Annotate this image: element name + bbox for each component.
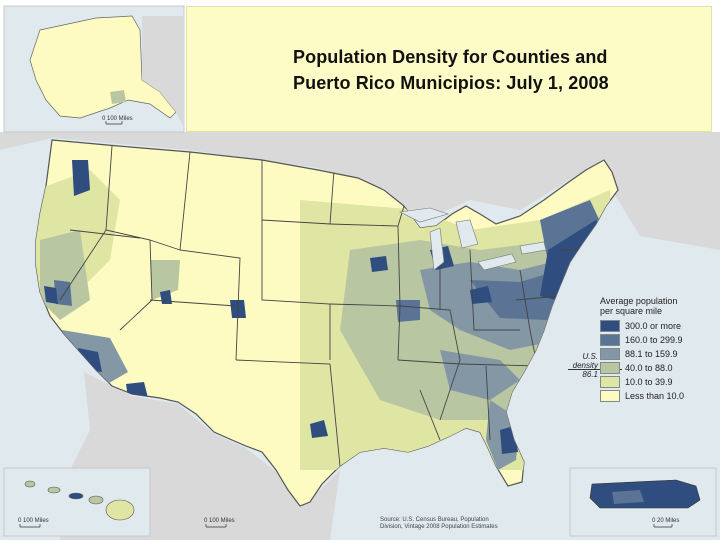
legend-item: Less than 10.0 <box>600 389 716 403</box>
puerto-rico-land <box>612 490 644 504</box>
hawaii-scale-label: 0 100 Miles <box>18 518 49 524</box>
alaska-land <box>29 15 177 119</box>
legend-item: 300.0 or more <box>600 319 716 333</box>
alaska-dense-region <box>110 90 126 104</box>
density-region <box>396 300 420 322</box>
legend-label: 88.1 to 159.9 <box>625 349 678 359</box>
us-density-line-1: U.S. <box>582 352 598 361</box>
state-borders <box>59 145 600 467</box>
density-region <box>310 420 328 438</box>
canada-land-inset <box>142 16 184 128</box>
us-density-line-2: density <box>572 361 598 370</box>
density-region <box>470 286 492 304</box>
map-title-line-1: Population Density for Counties and <box>293 47 608 67</box>
legend-title-line-1: Average population <box>600 296 678 306</box>
source-line-1: Source: U.S. Census Bureau, Population <box>380 517 489 523</box>
legend-label: 160.0 to 299.9 <box>625 335 683 345</box>
legend-swatch <box>600 348 620 360</box>
legend-title: Average population per square mile <box>600 296 716 316</box>
legend-label: 10.0 to 39.9 <box>625 377 673 387</box>
source-line-2: Division, Vintage 2008 Population Estima… <box>380 524 498 530</box>
density-region <box>54 280 72 306</box>
legend-label: 40.0 to 88.0 <box>625 363 673 373</box>
source-note: Source: U.S. Census Bureau, Population D… <box>380 517 498 531</box>
legend-swatch <box>600 390 620 402</box>
scale-bars <box>19 121 673 528</box>
hawaii-islands <box>24 480 135 521</box>
us-density-label: U.S. density 86.1 <box>558 352 598 379</box>
legend-item: 160.0 to 299.9 <box>600 333 716 347</box>
density-region <box>72 160 90 196</box>
legend-swatch <box>600 362 620 374</box>
puerto-rico-land <box>589 479 701 509</box>
density-region <box>150 260 180 300</box>
legend-item: 40.0 to 88.0 <box>600 361 716 375</box>
puerto-rico-scale-label: 0 20 Miles <box>652 518 680 524</box>
legend-label: Less than 10.0 <box>625 391 685 401</box>
legend-swatch <box>600 334 620 346</box>
great-lakes <box>398 207 547 271</box>
density-region <box>160 290 172 304</box>
legend: Average population per square mile 300.0… <box>600 296 716 403</box>
us-density-pointer <box>568 369 622 370</box>
alaska-scale-label: 0 100 Miles <box>102 116 133 122</box>
title-panel: Population Density for Counties and Puer… <box>186 6 712 132</box>
legend-swatch <box>600 320 620 332</box>
map-title-line-2: Puerto Rico Municipios: July 1, 2008 <box>293 73 609 93</box>
us-density-value: 86.1 <box>582 370 598 379</box>
legend-swatch <box>600 376 620 388</box>
density-region <box>440 350 520 400</box>
mainland-scale-label: 0 100 Miles <box>204 518 235 524</box>
legend-title-line-2: per square mile <box>600 306 663 316</box>
legend-item: 88.1 to 159.9 <box>600 347 716 361</box>
density-region <box>370 256 388 272</box>
canada-land <box>0 132 720 250</box>
density-region <box>44 286 58 304</box>
legend-item: 10.0 to 39.9 <box>600 375 716 389</box>
legend-label: 300.0 or more <box>625 321 682 331</box>
